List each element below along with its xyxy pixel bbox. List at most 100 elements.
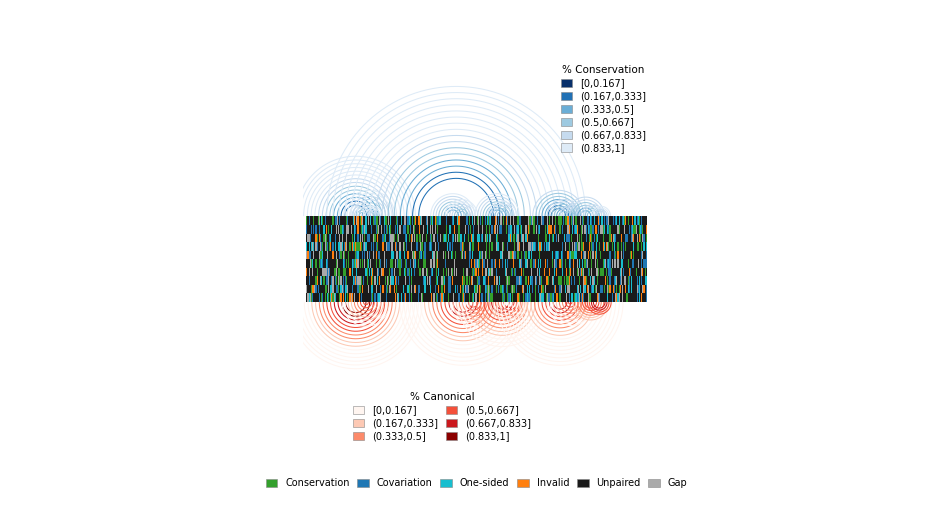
Bar (474, 268, 475, 276)
Bar (496, 285, 497, 293)
Bar (313, 250, 314, 259)
Bar (628, 242, 629, 250)
Bar (581, 233, 582, 242)
Bar (474, 285, 475, 293)
Bar (532, 225, 534, 233)
Bar (500, 276, 501, 285)
Bar (512, 268, 513, 276)
Bar (473, 225, 474, 233)
Bar (468, 225, 469, 233)
Bar (615, 285, 617, 293)
Bar (344, 233, 345, 242)
Bar (565, 276, 566, 285)
Bar (402, 250, 403, 259)
Bar (530, 293, 531, 302)
Bar (615, 293, 617, 302)
Bar (459, 225, 460, 233)
Bar (418, 225, 419, 233)
Bar (359, 250, 360, 259)
Bar (602, 233, 603, 242)
Bar (519, 285, 520, 293)
Bar (407, 225, 408, 233)
Bar (351, 250, 352, 259)
Bar (628, 250, 629, 259)
Bar (465, 285, 467, 293)
Bar (484, 216, 485, 225)
Bar (633, 242, 634, 250)
Bar (594, 276, 596, 285)
Bar (591, 225, 592, 233)
Bar (449, 276, 450, 285)
Bar (489, 250, 490, 259)
Bar (503, 293, 504, 302)
Bar (577, 233, 578, 242)
Bar (391, 242, 392, 250)
Bar (490, 233, 491, 242)
Bar (328, 259, 329, 268)
Bar (529, 233, 530, 242)
Bar (588, 285, 589, 293)
Bar (378, 225, 379, 233)
Bar (639, 233, 640, 242)
Bar (414, 216, 416, 225)
Bar (558, 293, 560, 302)
Bar (340, 225, 341, 233)
Bar (641, 216, 643, 225)
Bar (426, 242, 427, 250)
Bar (586, 285, 587, 293)
Bar (313, 259, 314, 268)
Bar (540, 285, 541, 293)
Bar (644, 293, 645, 302)
Bar (342, 293, 344, 302)
Bar (369, 250, 370, 259)
Bar (493, 242, 494, 250)
Bar (560, 242, 561, 250)
Bar (453, 276, 454, 285)
Bar (582, 259, 583, 268)
Bar (326, 268, 328, 276)
Bar (478, 216, 479, 225)
Bar (430, 242, 432, 250)
Bar (488, 276, 489, 285)
Bar (563, 285, 564, 293)
Bar (475, 285, 476, 293)
Bar (474, 293, 475, 302)
Bar (641, 233, 643, 242)
Bar (379, 225, 380, 233)
Bar (387, 293, 388, 302)
Bar (535, 225, 536, 233)
Bar (611, 293, 612, 302)
Bar (438, 259, 439, 268)
Bar (601, 276, 602, 285)
Bar (505, 233, 506, 242)
Bar (385, 216, 386, 225)
Bar (372, 268, 373, 276)
Bar (558, 233, 560, 242)
Bar (336, 225, 337, 233)
Bar (513, 250, 514, 259)
Bar (498, 233, 499, 242)
Bar (631, 276, 632, 285)
Bar (565, 250, 566, 259)
Bar (572, 268, 573, 276)
Bar (645, 242, 647, 250)
Bar (534, 268, 535, 276)
Bar (608, 268, 609, 276)
Bar (589, 225, 591, 233)
Bar (465, 242, 467, 250)
Bar (628, 233, 629, 242)
Bar (511, 242, 512, 250)
Bar (375, 285, 376, 293)
Bar (573, 268, 574, 276)
Bar (524, 250, 525, 259)
Bar (565, 259, 566, 268)
Bar (530, 268, 531, 276)
Bar (479, 225, 480, 233)
Bar (404, 276, 405, 285)
Bar (574, 233, 576, 242)
Bar (635, 250, 637, 259)
Bar (479, 233, 480, 242)
Bar (520, 293, 521, 302)
Bar (464, 276, 465, 285)
Bar (392, 233, 393, 242)
